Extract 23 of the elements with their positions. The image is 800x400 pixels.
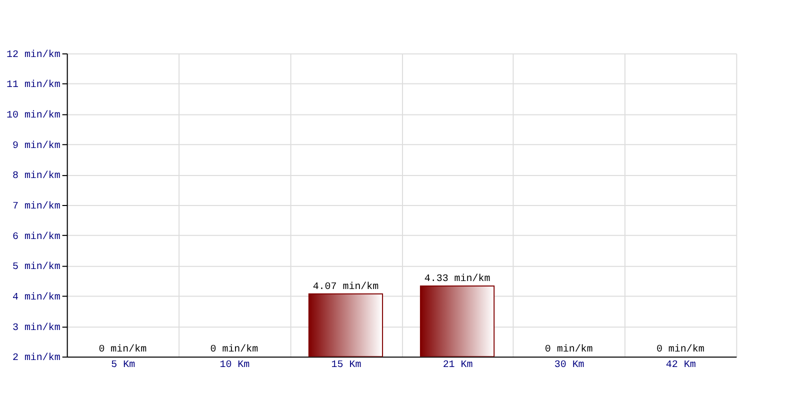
y-tick-label: 6 min/km [12, 230, 60, 242]
y-tick-label: 5 min/km [12, 261, 60, 272]
x-tick-label: 30 Km [554, 359, 584, 370]
data-label: 4.07 min/km [312, 280, 379, 292]
x-tick-label: 15 Km [331, 359, 362, 370]
y-tick-label: 12 min/km [6, 48, 60, 60]
y-tick-label: 2 min/km [12, 352, 60, 364]
x-tick-label: 5 Km [111, 359, 136, 370]
y-tick-label: 4 min/km [12, 291, 60, 302]
text: 0 min/km [656, 344, 704, 355]
text: 0 min/km [98, 344, 147, 355]
y-tick-label: 8 min/km [12, 170, 60, 182]
data-label: 4.33 min/km [424, 272, 490, 284]
y-tick-label: 7 min/km [12, 200, 60, 212]
y-tick-label: 10 min/km [6, 110, 60, 121]
y-tick-label: 3 min/km [12, 322, 60, 333]
x-tick-label: 42 Km [666, 359, 696, 370]
y-tick-label: 11 min/km [6, 79, 60, 90]
x-tick-label: 10 Km [220, 359, 250, 370]
text: 0 min/km [210, 344, 258, 355]
x-tick-label: 21 Km [442, 359, 473, 370]
text: 0 min/km [544, 344, 593, 355]
y-tick-label: 9 min/km [12, 140, 60, 151]
